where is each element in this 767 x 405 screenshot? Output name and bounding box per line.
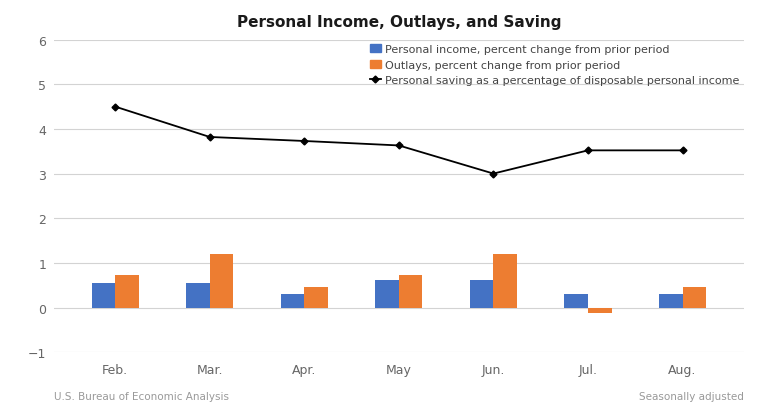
Text: U.S. Bureau of Economic Analysis: U.S. Bureau of Economic Analysis bbox=[54, 391, 229, 401]
Bar bbox=[565, 294, 588, 308]
Bar bbox=[683, 288, 706, 308]
Bar bbox=[659, 294, 683, 308]
Bar bbox=[469, 280, 493, 308]
Bar bbox=[375, 280, 399, 308]
Bar bbox=[186, 284, 209, 308]
Text: Seasonally adjusted: Seasonally adjusted bbox=[639, 391, 744, 401]
Bar bbox=[91, 284, 115, 308]
Bar bbox=[281, 294, 304, 308]
Bar bbox=[588, 308, 611, 313]
Bar bbox=[493, 254, 517, 308]
Legend: Personal income, percent change from prior period, Outlays, percent change from : Personal income, percent change from pri… bbox=[365, 40, 744, 90]
Bar bbox=[115, 276, 139, 308]
Title: Personal Income, Outlays, and Saving: Personal Income, Outlays, and Saving bbox=[236, 15, 561, 30]
Bar bbox=[304, 288, 328, 308]
Bar bbox=[209, 254, 233, 308]
Bar bbox=[399, 276, 423, 308]
